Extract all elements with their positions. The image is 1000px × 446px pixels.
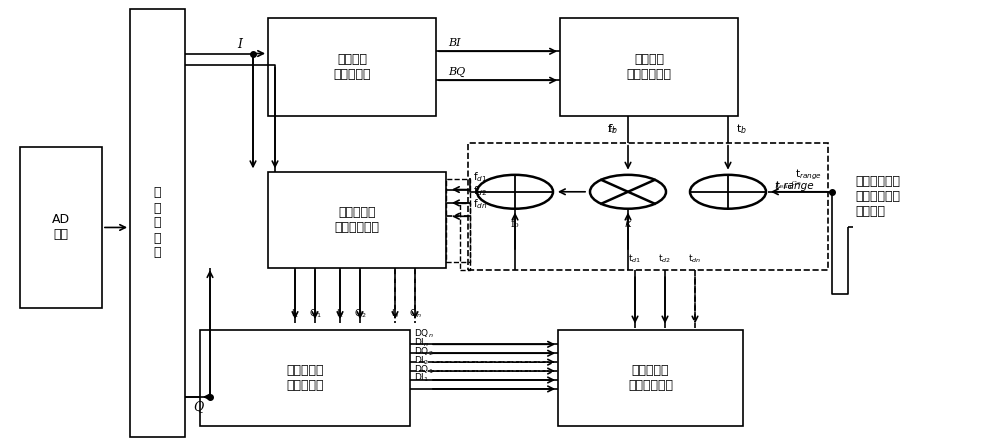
Text: I$_1$: I$_1$ [291, 308, 299, 320]
Text: I$_n$: I$_n$ [391, 308, 399, 320]
Text: DQ$_n$: DQ$_n$ [414, 327, 434, 340]
Text: f₇: f₇ [607, 124, 616, 134]
Text: 数
字
下
变
频: 数 字 下 变 频 [154, 186, 161, 260]
Text: f$_b$: f$_b$ [607, 123, 618, 136]
Text: 多业务信号初
始位置和频偏
计算模块: 多业务信号初 始位置和频偏 计算模块 [855, 175, 900, 218]
Text: BI: BI [448, 38, 461, 48]
Text: 信标信号
接收滤波器: 信标信号 接收滤波器 [333, 53, 371, 81]
Text: f₀: f₀ [511, 219, 519, 229]
FancyBboxPatch shape [268, 18, 436, 116]
Text: f$_{d2}$: f$_{d2}$ [473, 184, 487, 198]
Text: t$_{d2}$: t$_{d2}$ [658, 253, 672, 265]
Text: f$_{dn}$: f$_{dn}$ [473, 197, 487, 211]
FancyBboxPatch shape [200, 330, 410, 426]
Text: 多业务信号
捕获接收模块: 多业务信号 捕获接收模块 [628, 364, 673, 392]
Text: I$_2$: I$_2$ [336, 308, 344, 320]
Text: Q$_1$: Q$_1$ [309, 308, 321, 320]
Text: DI$_1$: DI$_1$ [414, 372, 429, 384]
Text: I: I [238, 38, 242, 51]
FancyBboxPatch shape [20, 147, 102, 308]
Text: k: k [625, 219, 631, 229]
Text: 多业务信号
频偏校正模块: 多业务信号 频偏校正模块 [334, 206, 380, 234]
Text: 多业务信号
接收滤波器: 多业务信号 接收滤波器 [286, 364, 324, 392]
FancyBboxPatch shape [130, 9, 185, 437]
Text: DQ$_2$: DQ$_2$ [414, 345, 434, 358]
FancyBboxPatch shape [268, 172, 446, 268]
Text: t$_{range}$: t$_{range}$ [795, 168, 822, 182]
Text: AD
采样: AD 采样 [52, 214, 70, 241]
Text: t$_{dn}$: t$_{dn}$ [688, 253, 702, 265]
Text: 信标信号
捕获接收模块: 信标信号 捕获接收模块 [626, 53, 672, 81]
Text: DI$_2$: DI$_2$ [414, 354, 429, 367]
Text: tₑₐₙᴳᵉ: tₑₐₙᴳᵉ [776, 181, 802, 190]
Text: DI$_n$: DI$_n$ [414, 336, 429, 349]
FancyBboxPatch shape [560, 18, 738, 116]
Text: t$_b$: t$_b$ [736, 123, 747, 136]
Text: Q$_n$: Q$_n$ [409, 308, 421, 320]
Text: BQ: BQ [448, 67, 465, 77]
Text: t_range: t_range [774, 181, 814, 192]
Text: f$_{d1}$: f$_{d1}$ [473, 170, 487, 184]
Text: Q: Q [193, 400, 203, 413]
Text: Q$_2$: Q$_2$ [354, 308, 366, 320]
FancyBboxPatch shape [558, 330, 743, 426]
Text: DQ$_1$: DQ$_1$ [414, 363, 434, 376]
Text: t$_{d1}$: t$_{d1}$ [628, 253, 642, 265]
